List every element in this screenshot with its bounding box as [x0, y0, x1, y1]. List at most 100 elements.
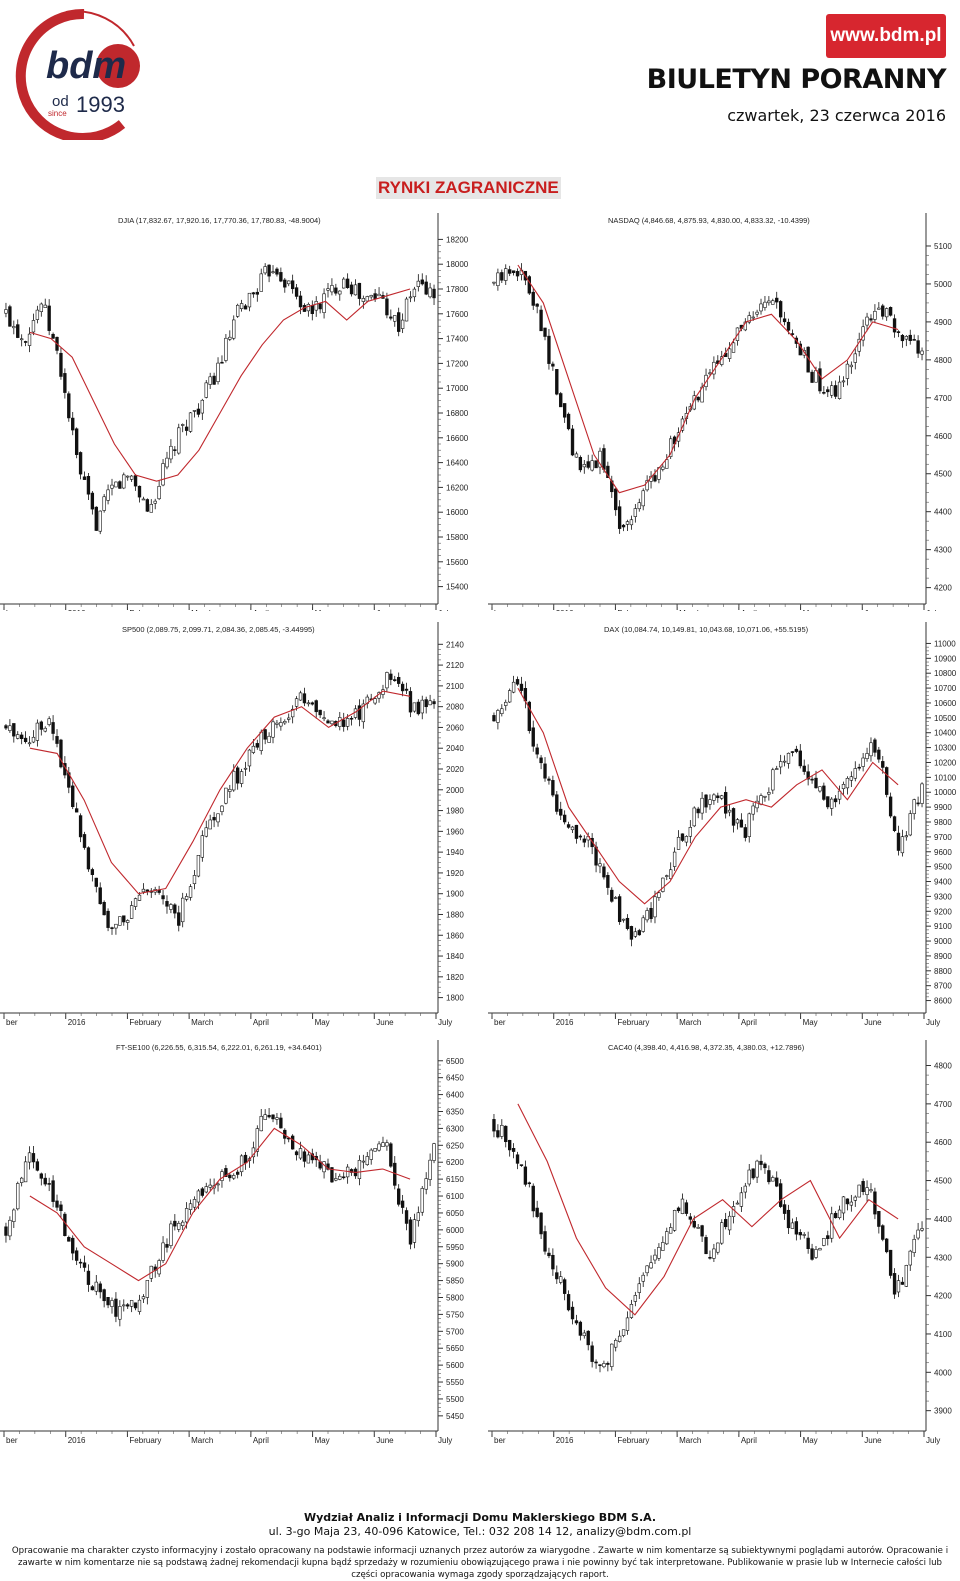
candle-body	[704, 1237, 708, 1255]
candle-body	[535, 303, 539, 307]
y-tick-label: 15600	[446, 558, 469, 567]
candle-body	[653, 1254, 657, 1261]
candle-body	[63, 373, 67, 393]
candle-body	[888, 1249, 893, 1276]
y-tick-label: 5850	[446, 1277, 464, 1286]
candle-body	[263, 266, 267, 274]
candle-body	[271, 721, 275, 738]
candle-body	[188, 412, 193, 432]
candle-body	[94, 506, 98, 531]
candle-body	[12, 723, 16, 737]
candle-body	[649, 907, 653, 919]
candle-body	[771, 1177, 775, 1182]
candle-body	[294, 287, 299, 297]
x-tick-label: February	[617, 1436, 649, 1445]
candle-body	[665, 875, 669, 877]
candle-body	[920, 350, 924, 355]
candle-body	[570, 826, 575, 831]
candle-body	[314, 301, 318, 311]
candle-body	[365, 1156, 369, 1166]
candle-body	[129, 1300, 134, 1307]
y-tick-label: 4500	[934, 1177, 952, 1186]
candle-body	[555, 794, 559, 812]
candle-body	[559, 1276, 563, 1283]
candle-body	[31, 320, 36, 333]
y-tick-label: 6250	[446, 1141, 464, 1150]
candle-body	[731, 1206, 736, 1217]
candle-body	[680, 1198, 685, 1214]
candle-body	[161, 895, 165, 900]
y-tick-label: 5000	[934, 280, 952, 289]
x-tick-label: February	[129, 609, 161, 611]
candle-body	[555, 1272, 559, 1280]
candle-body	[404, 298, 409, 322]
candle-body	[790, 1222, 795, 1229]
candle-body	[688, 1216, 693, 1220]
candle-body	[830, 798, 834, 809]
candle-body	[598, 863, 602, 867]
candle-body	[397, 677, 401, 684]
y-tick-label: 2080	[446, 703, 464, 712]
chart-svg: DAX (10,084.74, 10,149.81, 10,043.68, 10…	[488, 622, 957, 1027]
candle-body	[342, 278, 346, 289]
candle-body	[67, 1237, 71, 1242]
candle-body	[342, 719, 346, 727]
candle-body	[700, 1225, 704, 1237]
candle-body	[90, 1286, 95, 1291]
candle-body	[338, 1175, 342, 1180]
bdm-logo[interactable]: bdm od since 1993	[6, 6, 146, 143]
y-tick-label: 4700	[934, 394, 952, 403]
candle-body	[334, 287, 338, 294]
candle-body	[102, 901, 106, 916]
candle-body	[357, 282, 362, 299]
candle-body	[224, 337, 228, 361]
candle-body	[759, 1160, 763, 1165]
candle-body	[590, 1345, 594, 1362]
candle-body	[610, 1343, 614, 1367]
candle-body	[763, 795, 767, 798]
candle-body	[865, 1187, 869, 1196]
candle-body	[118, 1306, 122, 1320]
candle-body	[43, 1177, 47, 1185]
website-link[interactable]: www.bdm.pl	[826, 14, 946, 58]
candle-body	[279, 722, 283, 727]
candle-body	[212, 375, 216, 385]
x-tick-label: ber	[6, 1436, 18, 1445]
candle-body	[731, 342, 736, 353]
candle-body	[416, 1212, 421, 1222]
candle-body	[169, 904, 173, 910]
candle-body	[641, 490, 645, 507]
candle-body	[543, 763, 547, 779]
logo-brand: bdm	[46, 45, 126, 87]
candle-body	[255, 743, 259, 748]
x-tick-label: March	[191, 1018, 213, 1027]
candle-body	[492, 1119, 496, 1132]
candle-body	[224, 1168, 228, 1177]
candle-body	[822, 1238, 826, 1246]
bulletin-date: czwartek, 23 czerwca 2016	[727, 106, 946, 125]
candle-body	[896, 331, 901, 333]
candle-body	[23, 1161, 28, 1183]
candle-body	[228, 1174, 232, 1179]
candle-body	[212, 817, 216, 821]
candle-body	[122, 1304, 126, 1307]
candle-body	[904, 1265, 909, 1287]
y-tick-label: 10200	[934, 758, 957, 767]
candle-body	[404, 1210, 409, 1224]
candle-body	[810, 1248, 814, 1260]
candle-body	[322, 293, 326, 313]
x-tick-label: April	[741, 609, 757, 611]
y-tick-label: 5500	[446, 1395, 464, 1404]
candle-body	[617, 506, 622, 529]
candle-body	[861, 757, 865, 767]
candle-body	[275, 268, 279, 275]
candle-body	[566, 824, 571, 828]
candle-body	[420, 699, 424, 714]
candle-body	[8, 1219, 12, 1237]
candle-body	[165, 1244, 169, 1248]
y-tick-label: 3900	[934, 1407, 952, 1416]
candle-body	[500, 1125, 504, 1137]
candle-body	[527, 701, 531, 732]
candle-body	[543, 327, 547, 337]
x-tick-label: June	[376, 1436, 394, 1445]
